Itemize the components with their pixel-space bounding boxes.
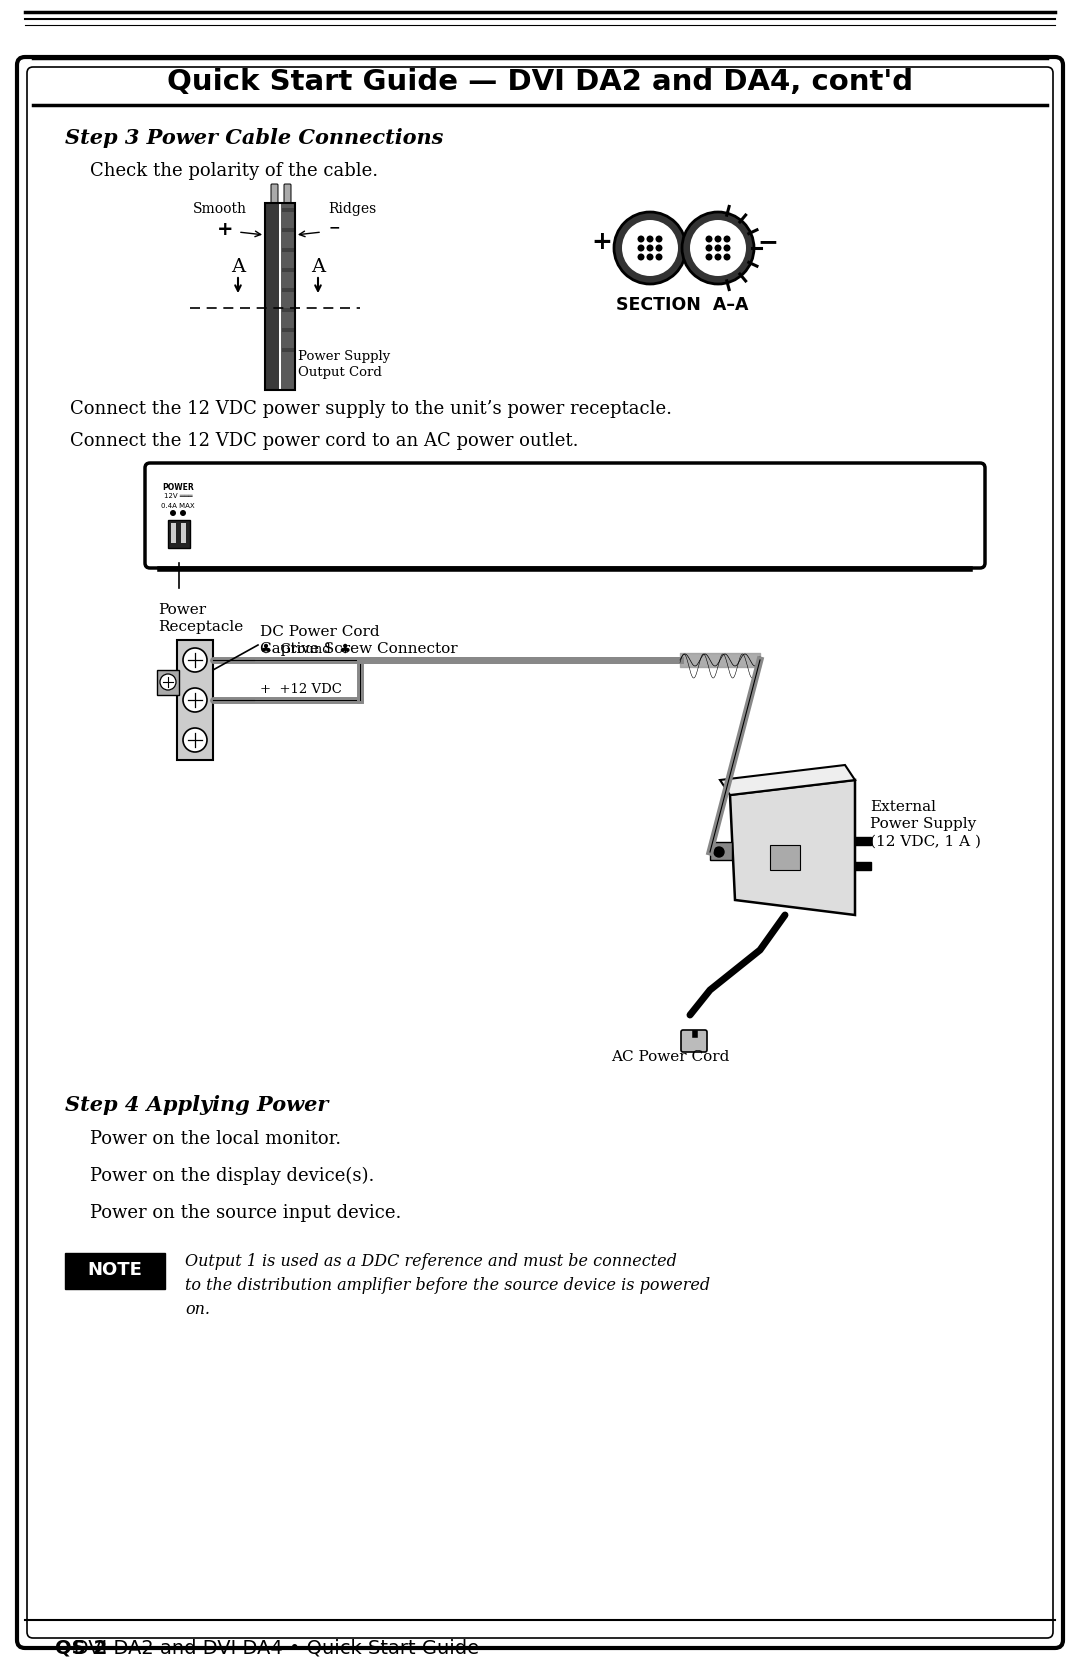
Circle shape [647, 235, 653, 242]
Bar [177, 639, 213, 759]
Circle shape [183, 688, 207, 713]
Circle shape [622, 220, 678, 275]
Text: DVI DA2 and DVI DA4 • Quick Start Guide: DVI DA2 and DVI DA4 • Quick Start Guide [55, 1637, 480, 1657]
Circle shape [656, 254, 662, 260]
Circle shape [170, 511, 176, 516]
Text: Step 4 Applying Power: Step 4 Applying Power [65, 1095, 328, 1115]
Text: −: − [328, 220, 340, 234]
Circle shape [724, 235, 730, 242]
Circle shape [724, 254, 730, 260]
Circle shape [705, 244, 713, 252]
Bar [282, 349, 294, 352]
Bar [770, 845, 800, 870]
Circle shape [183, 728, 207, 753]
Text: Power
Receptacle: Power Receptacle [158, 603, 243, 634]
Text: Power on the source input device.: Power on the source input device. [90, 1203, 402, 1222]
Bar [171, 522, 176, 542]
Circle shape [656, 244, 662, 252]
Circle shape [615, 212, 686, 284]
Bar [855, 861, 870, 870]
Bar [855, 836, 870, 845]
Text: +: + [592, 230, 612, 254]
Text: AC Power Cord: AC Power Cord [611, 1050, 729, 1065]
Text: Smooth: Smooth [193, 202, 247, 215]
Text: Quick Start Guide — DVI DA2 and DA4, cont'd: Quick Start Guide — DVI DA2 and DA4, con… [167, 68, 913, 97]
Circle shape [724, 244, 730, 252]
Text: POWER: POWER [162, 482, 194, 492]
Bar [265, 204, 295, 391]
Text: +: + [217, 220, 233, 239]
Text: SECTION  A–A: SECTION A–A [616, 295, 748, 314]
Polygon shape [720, 764, 855, 794]
Text: Power Supply
Output Cord: Power Supply Output Cord [298, 350, 390, 379]
FancyBboxPatch shape [17, 57, 1063, 1647]
Text: Output 1 is used as a DDC reference and must be connected
to the distribution am: Output 1 is used as a DDC reference and … [185, 1253, 711, 1319]
Text: ♣  Ground  ♣: ♣ Ground ♣ [260, 643, 351, 656]
Polygon shape [730, 779, 855, 915]
Bar [265, 204, 279, 391]
Circle shape [160, 674, 176, 689]
Text: NOTE: NOTE [87, 1262, 143, 1278]
FancyBboxPatch shape [145, 462, 985, 567]
FancyBboxPatch shape [271, 184, 278, 204]
Bar [181, 522, 186, 542]
Text: A: A [311, 259, 325, 275]
Bar [281, 204, 295, 391]
Text: Check the polarity of the cable.: Check the polarity of the cable. [90, 162, 378, 180]
Circle shape [715, 254, 721, 260]
Circle shape [647, 254, 653, 260]
Circle shape [637, 254, 645, 260]
Bar [282, 289, 294, 292]
Circle shape [656, 235, 662, 242]
Bar [282, 229, 294, 232]
Circle shape [637, 235, 645, 242]
Bar [282, 269, 294, 272]
Text: +  +12 VDC: + +12 VDC [260, 683, 342, 696]
Text: External
Power Supply
(12 VDC, 1 A ): External Power Supply (12 VDC, 1 A ) [870, 799, 981, 848]
FancyBboxPatch shape [681, 1030, 707, 1051]
Text: Connect the 12 VDC power supply to the unit’s power receptacle.: Connect the 12 VDC power supply to the u… [70, 401, 672, 417]
Circle shape [681, 212, 754, 284]
Text: Step 3 Power Cable Connections: Step 3 Power Cable Connections [65, 129, 444, 149]
Circle shape [637, 244, 645, 252]
Circle shape [705, 235, 713, 242]
Bar [65, 1253, 165, 1288]
Circle shape [183, 648, 207, 673]
Circle shape [180, 511, 186, 516]
Text: Ridges: Ridges [328, 202, 376, 215]
Text: A: A [231, 259, 245, 275]
Bar [710, 841, 732, 860]
Bar [282, 329, 294, 332]
Bar [157, 669, 179, 694]
Text: QS-2: QS-2 [55, 1637, 107, 1657]
FancyBboxPatch shape [284, 184, 291, 204]
Text: Connect the 12 VDC power cord to an AC power outlet.: Connect the 12 VDC power cord to an AC p… [70, 432, 579, 451]
Circle shape [715, 244, 721, 252]
Bar [282, 249, 294, 252]
Text: 0.4A MAX: 0.4A MAX [161, 502, 194, 509]
Bar [168, 521, 190, 547]
Text: Power on the local monitor.: Power on the local monitor. [90, 1130, 341, 1148]
Bar [282, 309, 294, 312]
Circle shape [714, 846, 724, 856]
Circle shape [690, 220, 746, 275]
Circle shape [647, 244, 653, 252]
Text: DC Power Cord
Captive Screw Connector: DC Power Cord Captive Screw Connector [260, 624, 458, 656]
Text: 12V ═══: 12V ═══ [164, 492, 192, 499]
Text: −: − [757, 230, 779, 254]
Circle shape [715, 235, 721, 242]
Circle shape [705, 254, 713, 260]
Text: Power on the display device(s).: Power on the display device(s). [90, 1167, 375, 1185]
Bar [282, 209, 294, 212]
